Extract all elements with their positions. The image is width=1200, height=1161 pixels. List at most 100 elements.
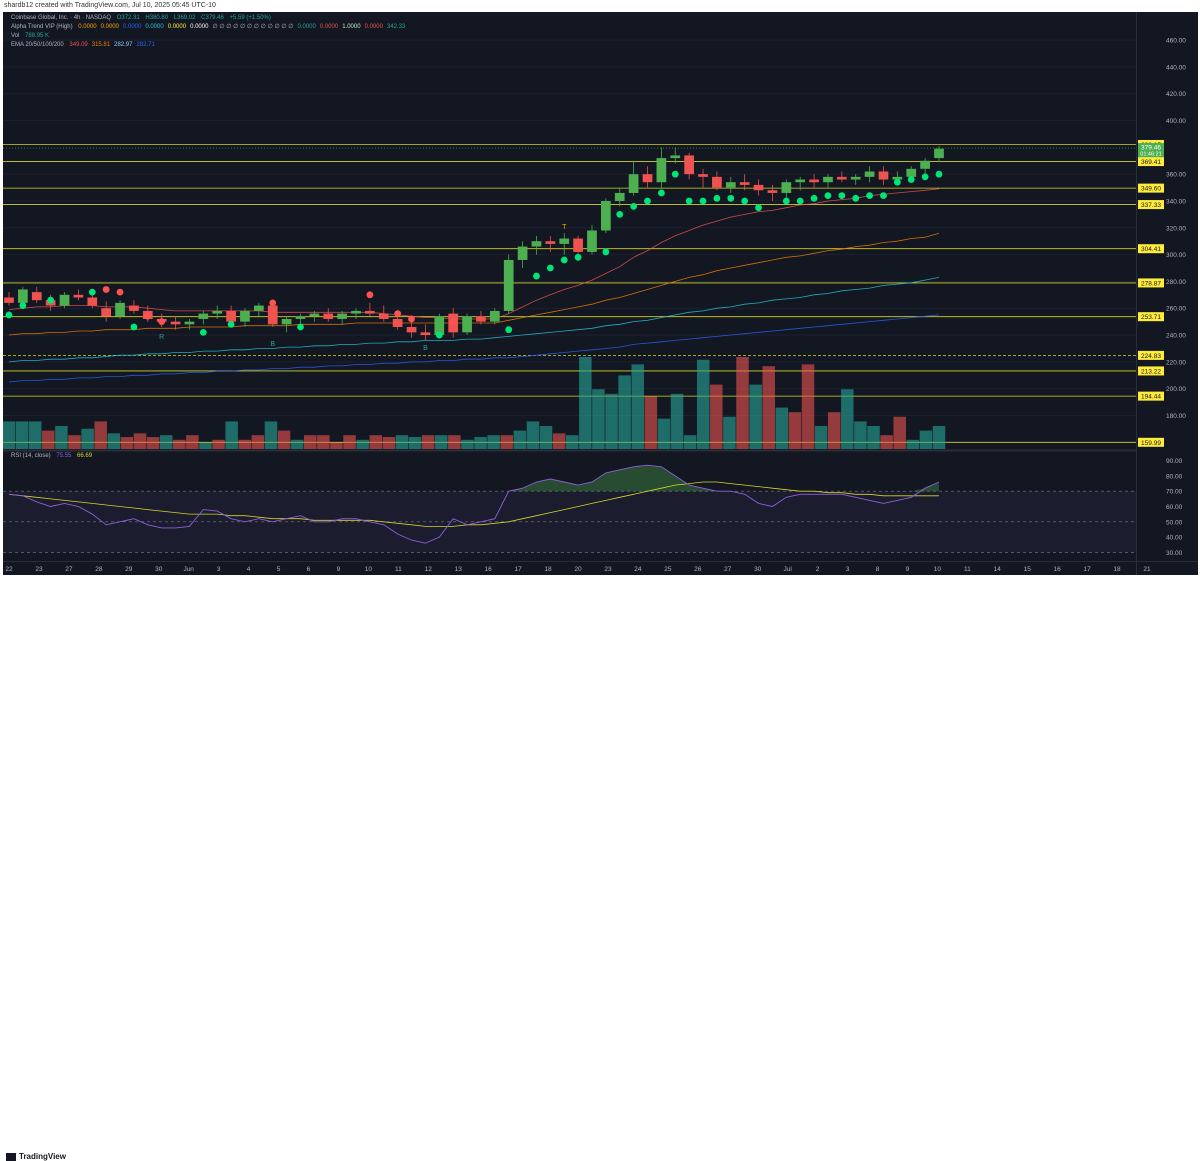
candle-body [559, 238, 570, 244]
candle [684, 152, 695, 180]
alpha-trend-dot [269, 299, 277, 307]
volume-bar [723, 416, 736, 449]
footer: TradingView [0, 575, 1200, 1161]
price-tick-label: 440.00 [1166, 64, 1186, 71]
candle-body [920, 160, 930, 169]
date-tick-label: 8 [876, 566, 880, 573]
volume-bar [880, 435, 893, 449]
alpha-trend-dot [907, 176, 915, 183]
volume-bar [565, 435, 579, 449]
candle-body [864, 171, 875, 177]
date-tick-label: 12 [425, 566, 433, 573]
volume-bar [369, 435, 383, 449]
volume-bar [2, 421, 16, 449]
alpha-trend-dot [852, 194, 860, 202]
legend-ema-value: 282.97 [114, 42, 133, 48]
alpha-trend-dot [227, 320, 235, 328]
date-tick-label: 17 [514, 566, 522, 573]
date-tick-label: 2 [816, 566, 820, 573]
rsi-overbought-fill [9, 465, 939, 492]
candle [476, 310, 486, 325]
candle [920, 158, 930, 175]
candle [809, 174, 819, 188]
alpha-trend-dot [810, 194, 818, 202]
legend-change: +5.59 (+1.50%) [229, 15, 271, 21]
date-tick-label: 26 [694, 566, 702, 573]
volume-bar [212, 439, 225, 449]
date-tick-label: 16 [1054, 566, 1062, 573]
alpha-trend-dot [19, 302, 27, 309]
volume-bar [749, 384, 762, 449]
legend-vol-title: Vol [11, 33, 20, 39]
candle-body [836, 176, 847, 180]
alpha-trend-dot [546, 264, 554, 272]
candle [934, 146, 944, 163]
candle [378, 305, 389, 322]
volume-bar [421, 435, 435, 449]
alpha-trend-dot [699, 197, 707, 205]
legend-high: H380.80 [145, 15, 169, 21]
price-level-box [1138, 312, 1164, 322]
legend-alpha-value: 0.0000 [319, 24, 339, 30]
legend-alpha-value: 0.0000 [145, 24, 164, 30]
date-tick-label: 20 [574, 566, 582, 573]
alpha-trend-dot [408, 315, 415, 323]
alpha-trend-dot [741, 197, 749, 205]
legend-ema-value: 315.81 [91, 42, 111, 48]
candle-body [87, 297, 98, 306]
alpha-trend-dot [560, 256, 568, 264]
alpha-trend-dot [5, 311, 13, 319]
price-level-label: 194.44 [1141, 394, 1161, 401]
date-tick-label: 11 [964, 566, 971, 573]
candle [698, 168, 708, 188]
candle [198, 310, 209, 325]
volume-bar [906, 439, 920, 449]
alpha-trend-dot [935, 170, 943, 178]
price-tick-label: 420.00 [1166, 91, 1186, 98]
candle [420, 324, 431, 341]
candle-body [698, 174, 708, 177]
volume-bar [461, 439, 474, 449]
volume-bar [81, 428, 94, 449]
candle-body [656, 158, 667, 183]
legend-ema: EMA 20/50/100/200 349.09 315.81 282.97 282.… [11, 41, 163, 49]
date-tick-label: 4 [247, 566, 251, 573]
candle-body [739, 182, 750, 185]
candle-body [129, 305, 139, 311]
date-tick-label: 24 [634, 566, 642, 573]
alpha-trend-dot [102, 286, 110, 293]
candle-body [101, 308, 112, 317]
candle [184, 318, 195, 330]
legend-rsi-v2: 66.69 [77, 453, 93, 459]
legend-ema-value: 349.09 [69, 42, 88, 48]
price-tick-label: 300.00 [1166, 252, 1186, 259]
volume-bar [159, 435, 173, 449]
volume-bar [448, 435, 461, 449]
candle [587, 225, 597, 255]
volume-bar [579, 357, 592, 449]
date-tick-label: 18 [1113, 566, 1121, 573]
candle [628, 160, 639, 196]
volume-bar [356, 439, 369, 449]
date-tick-label: 15 [1024, 566, 1032, 573]
date-tick-label: 6 [307, 566, 311, 573]
candle-body [462, 316, 472, 333]
alpha-trend-dot [796, 197, 804, 205]
countdown-label: 01:46:21 [1140, 152, 1161, 158]
price-level-label: 159.99 [1141, 440, 1161, 447]
legend-ema-value: 282.71 [136, 42, 155, 48]
candle [129, 300, 139, 314]
legend-alpha-value: 0.0000 [100, 24, 119, 30]
date-tick-label: 30 [754, 566, 762, 573]
candle-body [892, 176, 903, 180]
volume-bar [683, 435, 697, 449]
rsi-tick-label: 30.00 [1166, 550, 1183, 557]
candle-body [781, 182, 792, 193]
price-tick-label: 340.00 [1166, 198, 1186, 205]
candle-body [850, 176, 861, 180]
date-tick-label: 30 [155, 566, 163, 573]
volume-bar [304, 435, 317, 449]
candle [4, 292, 14, 306]
